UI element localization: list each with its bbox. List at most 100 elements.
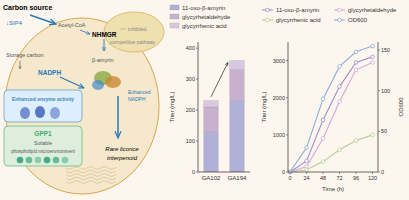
point	[305, 168, 309, 172]
y2-tick-label: 150	[381, 47, 390, 53]
annotation: NADPH	[128, 96, 146, 102]
protein-blob	[20, 107, 30, 119]
y-tick	[196, 110, 198, 111]
point	[321, 97, 325, 101]
legend-entry: OD600	[348, 17, 368, 23]
arrow	[104, 39, 105, 51]
legend-swatch	[170, 5, 179, 10]
annotation: Acetyl-CoA	[58, 22, 86, 28]
legend-marker	[266, 8, 270, 12]
er-membrane	[66, 177, 116, 179]
enzyme-blob	[105, 76, 121, 88]
point	[321, 137, 325, 141]
arrow	[211, 63, 228, 97]
er-membrane	[66, 174, 116, 176]
y-tick	[196, 48, 198, 49]
y-tick	[196, 141, 198, 142]
annotation: competitive pathway	[110, 39, 156, 45]
point	[354, 68, 358, 72]
x-tick	[306, 172, 307, 174]
legend-marker	[338, 8, 342, 12]
point	[354, 50, 358, 54]
x-tick-label: 0	[289, 175, 292, 181]
y2-tick	[378, 131, 380, 132]
x-tick-label: 120	[368, 175, 377, 181]
y-tick	[286, 134, 288, 135]
phospholipid	[26, 157, 33, 164]
bar	[230, 70, 244, 101]
point	[371, 133, 375, 137]
annotation: β-amyrin	[92, 57, 114, 63]
point	[305, 159, 309, 163]
legend-marker	[266, 18, 270, 22]
phospholipid	[44, 157, 51, 164]
y2-tick	[378, 172, 380, 173]
x-axis	[198, 172, 250, 173]
x-tick-label: 24	[303, 175, 309, 181]
y-axis	[288, 42, 289, 172]
y-tick	[286, 97, 288, 98]
enzyme-box	[4, 90, 82, 122]
legend-entry: glycyrhetaldehyde	[348, 7, 397, 13]
legend-entry: glycyrrhenic acid	[182, 23, 227, 29]
cell-body	[5, 18, 159, 194]
x-axis-label: Time (h)	[322, 186, 344, 192]
phospholipid	[53, 157, 60, 164]
x-tick	[372, 172, 373, 174]
point	[338, 85, 342, 89]
y-tick-label: 200	[186, 107, 195, 113]
y-tick	[286, 60, 288, 61]
gpp1-box	[4, 126, 82, 166]
y2-tick	[378, 90, 380, 91]
bars	[204, 61, 244, 172]
y-tick-label: 2000	[273, 95, 285, 101]
y-tick-label: 1000	[273, 132, 285, 138]
er-membrane	[66, 167, 116, 169]
point	[305, 146, 309, 150]
arrow	[30, 15, 56, 24]
x-tick	[290, 172, 291, 174]
line-chart: 0244872961200100020003000050100150Time (…	[261, 7, 404, 192]
y2-tick-label: 0	[381, 169, 384, 175]
x-tick-label: GA194	[228, 175, 247, 181]
annotation: phospholipid microenvironment	[11, 149, 75, 154]
bar	[230, 61, 244, 70]
legend-entry: 11-oxo-β-amyrin	[182, 5, 225, 11]
y-tick-label: 0	[282, 169, 285, 175]
enzyme-blob	[92, 80, 104, 90]
annotation: ↓SIP4	[6, 20, 23, 26]
phospholipid	[35, 157, 42, 164]
y-tick	[196, 172, 198, 173]
annotation: NHMGR	[92, 31, 117, 38]
annotation: NADPH	[38, 69, 61, 76]
annotation: inhibited	[128, 26, 147, 32]
bar	[230, 101, 244, 172]
arrow	[117, 96, 119, 138]
point	[321, 118, 325, 122]
legend-entry: glycyrrhenic acid	[276, 17, 321, 23]
phospholipid	[17, 157, 24, 164]
lines	[288, 44, 374, 174]
figure: Carbon source↓SIP4Acetyl-CoANHMGRinhibit…	[0, 0, 409, 200]
er-membrane	[66, 181, 116, 183]
bar-chart: 0100200300400GA102GA194Titer (mg/L)11-ox…	[169, 5, 250, 181]
y-tick-label: 0	[192, 169, 195, 175]
x-tick-label: 48	[320, 175, 326, 181]
protein-blob	[35, 106, 45, 118]
arrow	[80, 30, 90, 34]
y-axis	[198, 42, 199, 172]
y2-axis	[378, 42, 379, 172]
legend-marker	[338, 18, 342, 22]
y2-tick-label: 50	[381, 128, 387, 134]
pathway-line	[120, 29, 126, 30]
point	[321, 160, 325, 164]
y-tick-label: 100	[186, 138, 195, 144]
y2-axis-label: OD600	[398, 97, 404, 117]
y-tick-label: 400	[186, 45, 195, 51]
series-line	[290, 57, 372, 172]
annotation: Enhanced enzyme activity	[12, 96, 74, 102]
x-tick-label: 72	[336, 175, 342, 181]
bar	[204, 101, 218, 107]
annotation: triterpenoid	[107, 155, 138, 161]
y-tick	[286, 172, 288, 173]
